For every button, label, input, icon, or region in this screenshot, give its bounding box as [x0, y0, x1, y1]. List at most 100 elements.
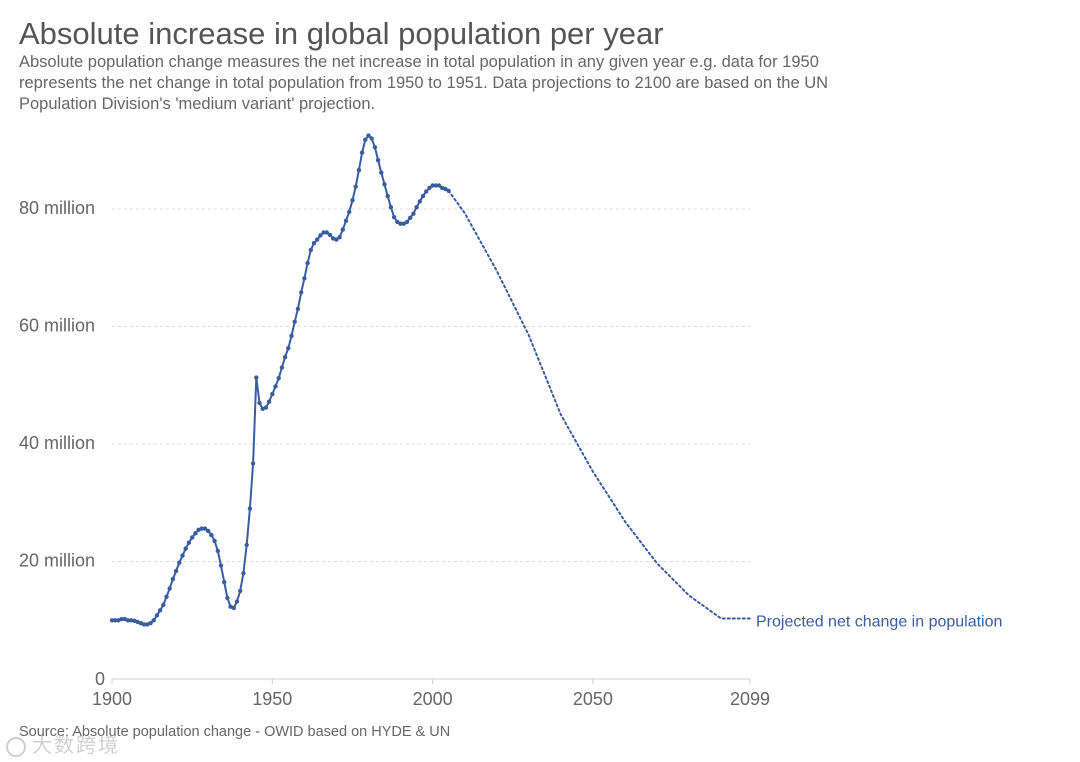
data-point [113, 618, 118, 623]
data-point [430, 183, 435, 188]
data-point [408, 215, 413, 220]
data-point [212, 538, 217, 544]
x-tick-label: 2099 [730, 689, 770, 709]
data-point [427, 185, 432, 191]
data-point [366, 133, 371, 138]
data-point [359, 150, 365, 155]
data-point [286, 346, 291, 351]
data-point [295, 306, 301, 312]
data-point [350, 198, 355, 203]
data-point [302, 276, 307, 281]
data-point [282, 354, 288, 360]
data-point [398, 221, 403, 226]
data-point [292, 319, 297, 324]
data-point [334, 237, 339, 242]
data-point [305, 260, 310, 266]
subtitle-line: Population Division's 'medium variant' p… [19, 95, 376, 113]
data-point [238, 588, 243, 594]
data-point [151, 618, 156, 623]
data-point [379, 170, 384, 175]
data-point [170, 576, 176, 582]
data-point [382, 182, 387, 187]
y-tick-label: 20 million [19, 550, 95, 570]
subtitle-line: Absolute population change measures the … [19, 53, 819, 71]
x-tick-label: 1950 [252, 689, 292, 709]
watermark-logo-icon [6, 736, 26, 757]
data-point [125, 618, 131, 623]
data-point [279, 365, 285, 370]
data-point [340, 227, 345, 232]
subtitle-line: represents the net change in total popul… [19, 74, 829, 92]
data-point [375, 158, 381, 163]
data-point [164, 594, 169, 599]
watermark-text: 大数跨境 [32, 735, 120, 757]
data-point [119, 616, 124, 622]
data-point [324, 230, 329, 235]
data-point [209, 532, 214, 538]
data-point [404, 219, 410, 225]
x-tick-label: 1900 [92, 689, 132, 709]
data-point [347, 209, 352, 215]
y-tick-label: 80 million [19, 198, 95, 218]
data-point [443, 186, 448, 192]
data-point [250, 461, 256, 466]
data-point [343, 218, 349, 223]
data-point [206, 528, 211, 534]
data-point [190, 535, 195, 540]
y-tick-label: 40 million [19, 433, 95, 453]
data-point [321, 230, 326, 235]
data-point [372, 145, 378, 150]
data-point [289, 333, 294, 339]
data-point [356, 168, 362, 173]
data-point [257, 400, 262, 406]
data-point [276, 376, 281, 381]
data-point [337, 235, 342, 240]
data-point [254, 375, 259, 380]
data-point [395, 219, 400, 225]
x-tick-label: 2050 [573, 689, 613, 709]
data-point [141, 622, 147, 627]
data-point [154, 613, 160, 618]
data-point [308, 247, 313, 253]
data-point [433, 183, 438, 188]
chart-title: Absolute increase in global population p… [19, 16, 664, 51]
data-point [363, 137, 368, 142]
data-point [148, 621, 153, 626]
data-point [414, 205, 419, 210]
y-tick-label: 60 million [19, 315, 95, 335]
data-point [109, 618, 115, 623]
data-point [247, 506, 253, 511]
data-point [353, 184, 358, 189]
data-point [180, 553, 185, 558]
data-point [318, 233, 323, 238]
data-point [244, 542, 249, 548]
data-point [135, 619, 140, 625]
data-point [199, 526, 204, 531]
data-point [311, 240, 317, 246]
data-point [424, 189, 429, 194]
data-point [186, 540, 192, 545]
data-point [183, 546, 188, 551]
data-point [161, 602, 166, 608]
data-point [401, 221, 406, 226]
data-point [436, 183, 442, 188]
x-tick-label: 2000 [413, 689, 453, 709]
data-point [315, 237, 320, 242]
data-point [388, 205, 394, 210]
data-point [225, 595, 230, 601]
source-note: Source: Absolute population change - OWI… [19, 724, 451, 740]
data-point [391, 215, 397, 220]
data-point [266, 399, 272, 404]
data-point [411, 211, 416, 216]
data-point [385, 193, 390, 199]
data-point [193, 531, 198, 536]
data-point [222, 579, 227, 585]
data-point [234, 599, 240, 604]
data-point [231, 605, 236, 611]
chart-subtitle: Absolute population change measures the … [19, 52, 939, 115]
data-point [420, 193, 426, 199]
data-point [241, 571, 246, 576]
data-point [417, 199, 422, 204]
data-point [327, 232, 333, 238]
data-point [215, 548, 220, 554]
